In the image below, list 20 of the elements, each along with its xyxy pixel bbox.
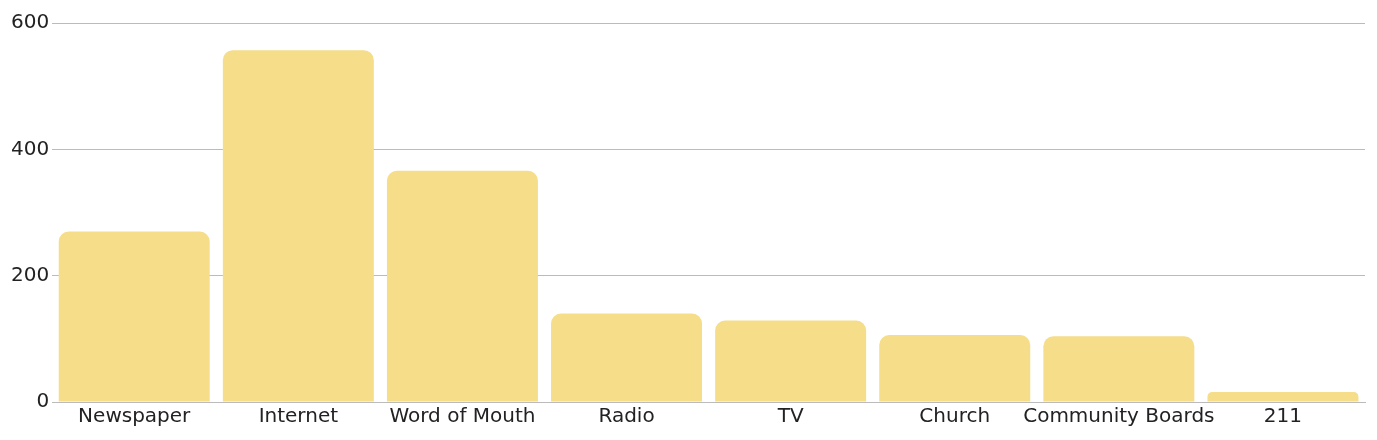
bar xyxy=(1043,336,1195,402)
bar xyxy=(222,50,374,402)
bar xyxy=(551,313,703,402)
bar xyxy=(58,231,210,402)
x-tick-label: Radio xyxy=(598,403,655,428)
bar xyxy=(879,335,1031,402)
x-tick-label: Community Boards xyxy=(1023,403,1215,428)
x-tick-label: Word of Mouth xyxy=(389,403,536,428)
bar xyxy=(1207,391,1359,402)
x-tick-label: 211 xyxy=(1263,403,1303,428)
bar xyxy=(715,320,867,402)
x-tick-label: TV xyxy=(776,403,804,428)
y-tick-label: 600 xyxy=(10,9,50,34)
x-tick-label: Newspaper xyxy=(78,403,192,428)
x-tick-label: Internet xyxy=(258,403,339,428)
y-tick-label: 0 xyxy=(36,388,50,413)
bar xyxy=(386,170,538,402)
y-tick-label: 200 xyxy=(10,261,50,286)
x-tick-label: Church xyxy=(919,403,991,428)
y-tick-label: 400 xyxy=(10,135,50,160)
